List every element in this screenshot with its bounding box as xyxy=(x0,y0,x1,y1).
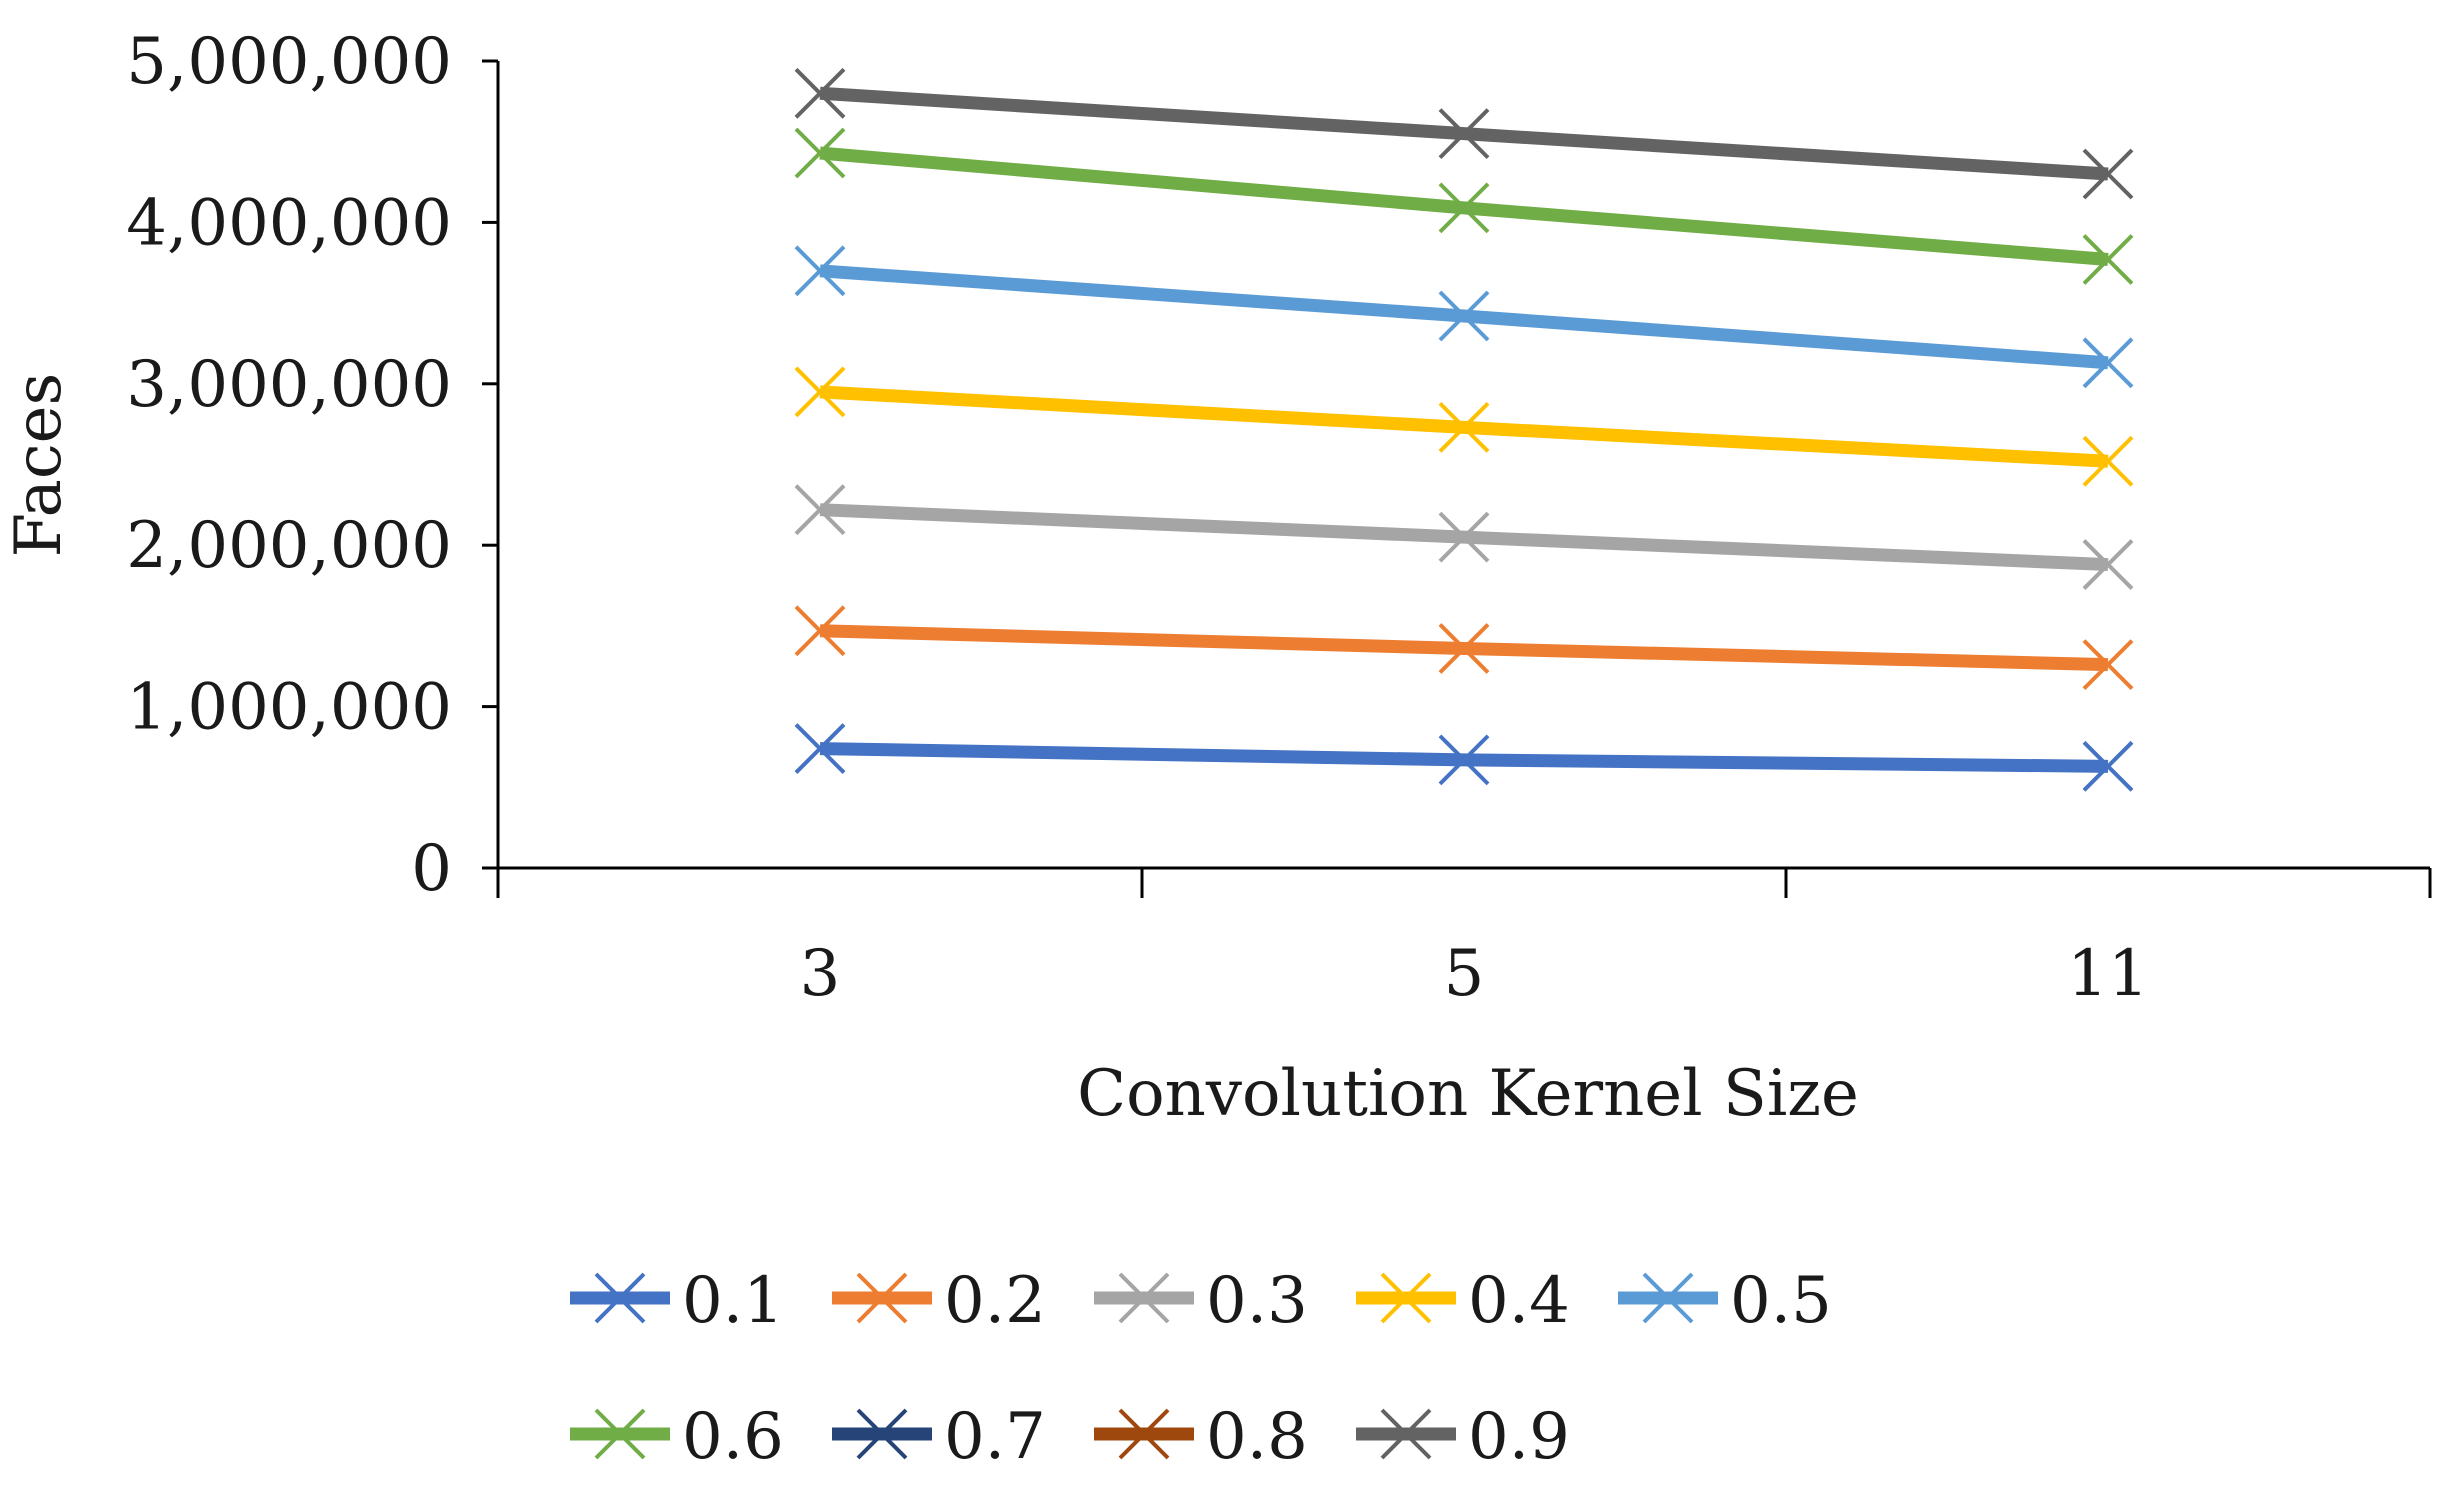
y-tick-label: 0 xyxy=(411,832,452,906)
axes xyxy=(482,59,2432,898)
legend-marker xyxy=(1380,1408,1432,1460)
legend-marker xyxy=(594,1408,646,1460)
y-tick-label: 4,000,000 xyxy=(126,186,452,260)
data-point xyxy=(2082,539,2134,590)
data-point xyxy=(794,245,846,297)
legend-marker xyxy=(1380,1272,1432,1324)
legend-item-0.4: 0.4 xyxy=(1356,1264,1570,1338)
y-tick-label: 2,000,000 xyxy=(126,509,452,583)
data-point xyxy=(794,484,846,536)
data-point xyxy=(1438,182,1490,234)
data-point xyxy=(2082,337,2134,389)
legend-label: 0.8 xyxy=(1206,1400,1308,1474)
x-axis-title: Convolution Kernel Size xyxy=(1077,1057,1859,1131)
legend-label: 0.1 xyxy=(682,1264,784,1338)
legend-item-0.8: 0.8 xyxy=(1094,1400,1308,1474)
legend-item-0.7: 0.7 xyxy=(832,1400,1046,1474)
series-0.1 xyxy=(794,723,2134,792)
legend-marker xyxy=(856,1272,908,1324)
legend-label: 0.2 xyxy=(944,1264,1046,1338)
legend-item-0.2: 0.2 xyxy=(832,1264,1046,1338)
y-tick-labels: 0 1,000,000 2,000,000 3,000,000 4,000,000 5,0… xyxy=(126,25,452,906)
y-tick-label: 1,000,000 xyxy=(126,671,452,745)
data-point xyxy=(794,366,846,418)
legend-item-0.5: 0.5 xyxy=(1618,1264,1832,1338)
legend-marker xyxy=(856,1408,908,1460)
data-point xyxy=(794,127,846,179)
legend-item-0.9: 0.9 xyxy=(1356,1400,1570,1474)
legend-item-0.1: 0.1 xyxy=(570,1264,784,1338)
legend-item-0.3: 0.3 xyxy=(1094,1264,1308,1338)
legend-label: 0.4 xyxy=(1468,1264,1570,1338)
legend: 0.1 0.2 0.3 0.4 0.5 0.6 0.7 0.8 0.9 xyxy=(570,1264,1832,1474)
legend-marker xyxy=(594,1272,646,1324)
legend-marker xyxy=(1118,1408,1170,1460)
data-point xyxy=(2082,234,2134,285)
data-point xyxy=(1438,290,1490,342)
series-0.4 xyxy=(794,366,2134,487)
x-tick-label: 3 xyxy=(800,937,841,1011)
x-tick-label: 11 xyxy=(2067,937,2148,1011)
x-tick-labels: 3 5 11 xyxy=(800,937,2149,1011)
data-point xyxy=(1438,108,1490,160)
series-layer xyxy=(794,67,2134,792)
x-tick-label: 5 xyxy=(1444,937,1485,1011)
y-axis-title: Faces xyxy=(2,373,76,558)
series-0.5 xyxy=(794,245,2134,389)
legend-item-0.6: 0.6 xyxy=(570,1400,784,1474)
legend-label: 0.6 xyxy=(682,1400,784,1474)
legend-label: 0.3 xyxy=(1206,1264,1308,1338)
legend-label: 0.5 xyxy=(1730,1264,1832,1338)
data-point xyxy=(1438,734,1490,786)
series-0.6 xyxy=(794,127,2134,285)
y-tick-label: 3,000,000 xyxy=(126,348,452,422)
legend-marker xyxy=(1642,1272,1694,1324)
legend-label: 0.7 xyxy=(944,1400,1046,1474)
legend-marker xyxy=(1118,1272,1170,1324)
data-point xyxy=(2082,435,2134,487)
legend-label: 0.9 xyxy=(1468,1400,1570,1474)
data-point xyxy=(794,723,846,774)
series-0.2 xyxy=(794,605,2134,691)
data-point xyxy=(2082,639,2134,691)
data-point xyxy=(2082,740,2134,792)
series-0.9 xyxy=(794,67,2134,200)
data-point xyxy=(1438,401,1490,453)
y-tick-label: 5,000,000 xyxy=(126,25,452,99)
data-point xyxy=(2082,148,2134,200)
series-0.3 xyxy=(794,484,2134,590)
data-point xyxy=(794,605,846,657)
data-point xyxy=(1438,623,1490,674)
data-point xyxy=(794,67,846,119)
data-point xyxy=(1438,511,1490,563)
